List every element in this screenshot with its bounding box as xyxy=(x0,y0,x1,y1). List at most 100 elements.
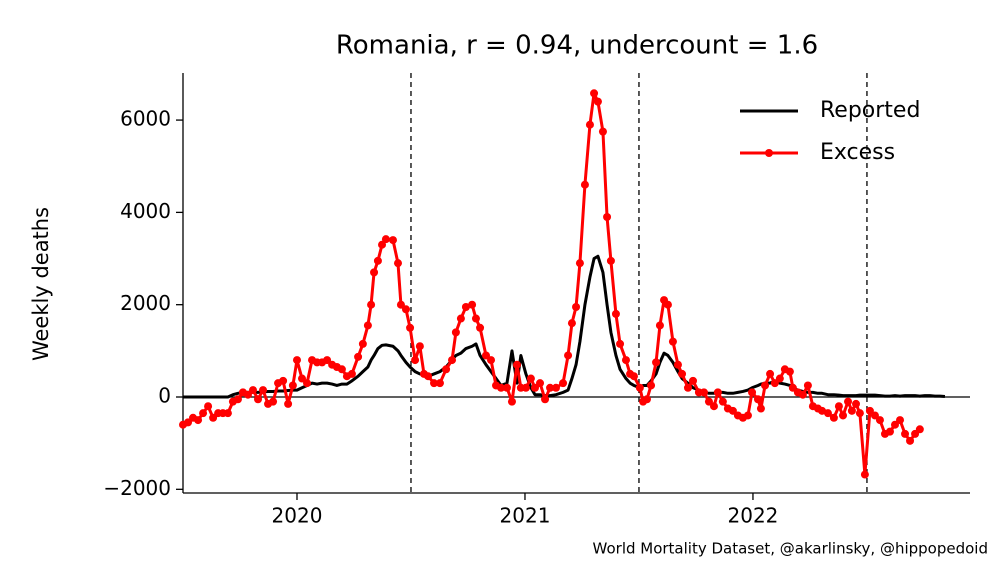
data-point xyxy=(546,383,555,392)
data-point xyxy=(593,97,602,106)
data-point xyxy=(683,383,692,392)
y-tick-label: 2000 xyxy=(120,291,171,315)
data-point xyxy=(411,356,420,365)
data-point xyxy=(655,321,664,330)
data-point xyxy=(461,303,470,311)
data-point xyxy=(354,352,363,361)
data-point xyxy=(896,416,905,425)
data-point xyxy=(373,256,382,265)
data-point xyxy=(885,427,894,436)
data-point xyxy=(718,397,727,406)
data-point xyxy=(254,395,263,404)
data-point xyxy=(875,416,884,425)
data-point xyxy=(603,213,612,221)
data-point xyxy=(430,379,439,388)
data-point xyxy=(564,351,573,360)
legend-label: Reported xyxy=(820,98,920,123)
data-point xyxy=(844,397,853,406)
data-point xyxy=(471,314,480,323)
y-tick-label: 6000 xyxy=(120,107,171,131)
data-point xyxy=(852,399,861,408)
data-point xyxy=(839,411,848,420)
data-point xyxy=(378,240,387,249)
data-point xyxy=(363,321,372,330)
data-point xyxy=(502,383,511,392)
data-point xyxy=(598,127,607,136)
data-point xyxy=(775,374,784,383)
data-point xyxy=(743,411,752,420)
data-point xyxy=(497,383,506,392)
data-point xyxy=(713,388,722,397)
data-point xyxy=(406,323,415,332)
data-point xyxy=(199,409,208,418)
data-point xyxy=(393,259,402,268)
legend-label: Excess xyxy=(820,140,895,165)
data-point xyxy=(585,120,594,129)
data-point xyxy=(284,399,293,408)
data-point xyxy=(288,381,297,390)
data-point xyxy=(906,436,915,445)
data-line xyxy=(182,91,921,477)
x-tick-label: 2021 xyxy=(500,504,551,528)
data-point xyxy=(248,386,257,395)
data-point xyxy=(551,383,560,392)
data-point xyxy=(451,328,460,337)
data-point xyxy=(753,395,762,404)
data-point xyxy=(823,409,832,418)
data-point xyxy=(559,379,568,388)
data-point xyxy=(860,470,869,479)
data-point xyxy=(442,365,451,374)
data-point xyxy=(673,360,682,369)
data-point xyxy=(915,425,924,434)
data-point xyxy=(621,356,630,365)
data-point xyxy=(847,406,856,415)
source-note: World Mortality Dataset, @akarlinsky, @h… xyxy=(593,540,988,558)
data-point xyxy=(521,383,530,392)
data-point xyxy=(204,402,213,411)
data-point xyxy=(367,300,376,309)
data-point xyxy=(798,390,807,399)
legend-marker xyxy=(765,149,773,157)
y-tick-label: 0 xyxy=(158,384,171,408)
data-point xyxy=(401,305,410,314)
data-point xyxy=(652,358,661,367)
data-point xyxy=(279,376,288,385)
data-point xyxy=(606,256,615,265)
data-point xyxy=(572,303,581,311)
data-point xyxy=(567,319,576,328)
data-point xyxy=(541,395,550,404)
data-point xyxy=(785,367,794,376)
data-point xyxy=(223,409,232,418)
data-point xyxy=(611,309,620,318)
data-point xyxy=(635,383,644,392)
data-point xyxy=(647,381,656,390)
data-point xyxy=(456,314,465,323)
data-point xyxy=(347,369,356,378)
data-point xyxy=(487,356,496,365)
data-point xyxy=(269,397,278,406)
data-line xyxy=(183,254,946,399)
data-point xyxy=(435,379,444,388)
data-point xyxy=(688,376,697,385)
data-point xyxy=(748,388,757,397)
data-point xyxy=(709,402,718,411)
data-point xyxy=(388,236,397,245)
data-point xyxy=(663,300,672,309)
data-point xyxy=(580,180,589,189)
data-point xyxy=(668,337,677,346)
data-point xyxy=(575,259,584,268)
y-tick-label: −2000 xyxy=(103,476,171,500)
data-point xyxy=(194,416,203,425)
data-point xyxy=(761,381,770,390)
data-point xyxy=(233,395,242,404)
x-tick-label: 2020 xyxy=(272,504,323,528)
data-point xyxy=(415,342,424,351)
data-point xyxy=(629,372,638,381)
data-point xyxy=(476,323,485,332)
data-point xyxy=(616,339,625,348)
data-point xyxy=(526,374,535,383)
data-point xyxy=(756,404,765,413)
data-point xyxy=(424,372,433,381)
data-point xyxy=(829,413,838,422)
